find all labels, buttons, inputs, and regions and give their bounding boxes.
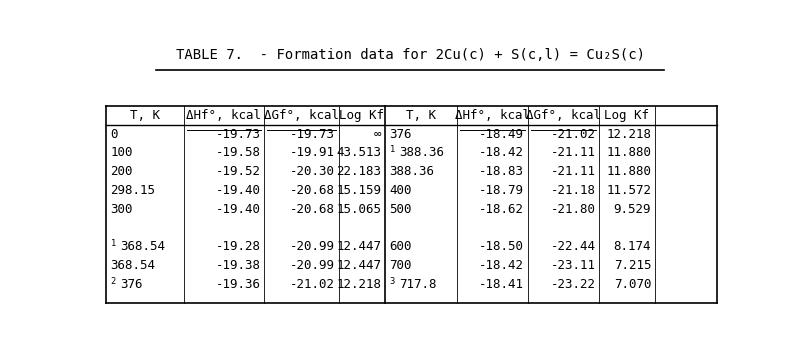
Text: 100: 100 bbox=[110, 146, 133, 159]
Text: -19.91: -19.91 bbox=[290, 146, 335, 159]
Text: -20.68: -20.68 bbox=[290, 203, 335, 216]
Text: 7.215: 7.215 bbox=[614, 259, 651, 272]
Text: 12.447: 12.447 bbox=[337, 259, 382, 272]
Text: -19.40: -19.40 bbox=[215, 184, 261, 197]
Text: 376: 376 bbox=[390, 127, 412, 141]
Text: -19.58: -19.58 bbox=[215, 146, 261, 159]
Text: -20.30: -20.30 bbox=[290, 165, 335, 178]
Text: -19.36: -19.36 bbox=[215, 278, 261, 291]
Text: -21.11: -21.11 bbox=[550, 165, 595, 178]
Text: 368.54: 368.54 bbox=[121, 240, 166, 254]
Text: -19.73: -19.73 bbox=[215, 127, 261, 141]
Text: 368.54: 368.54 bbox=[110, 259, 155, 272]
Text: 22.183: 22.183 bbox=[337, 165, 382, 178]
Text: -18.42: -18.42 bbox=[479, 259, 524, 272]
Text: -21.02: -21.02 bbox=[290, 278, 335, 291]
Text: 12.218: 12.218 bbox=[606, 127, 651, 141]
Text: -23.22: -23.22 bbox=[550, 278, 595, 291]
Text: 1: 1 bbox=[110, 239, 116, 248]
Text: T, K: T, K bbox=[130, 109, 160, 122]
Text: T, K: T, K bbox=[406, 109, 436, 122]
Text: ΔGf°, kcal: ΔGf°, kcal bbox=[526, 109, 601, 122]
Text: 600: 600 bbox=[390, 240, 412, 254]
Text: Log Kf: Log Kf bbox=[605, 109, 650, 122]
Text: 8.174: 8.174 bbox=[614, 240, 651, 254]
Text: 12.218: 12.218 bbox=[337, 278, 382, 291]
Text: -18.62: -18.62 bbox=[479, 203, 524, 216]
Text: 11.572: 11.572 bbox=[606, 184, 651, 197]
Text: 11.880: 11.880 bbox=[606, 165, 651, 178]
Text: 12.447: 12.447 bbox=[337, 240, 382, 254]
Text: -21.80: -21.80 bbox=[550, 203, 595, 216]
Text: 15.065: 15.065 bbox=[337, 203, 382, 216]
Text: 1: 1 bbox=[390, 145, 394, 154]
Text: Log Kf: Log Kf bbox=[339, 109, 385, 122]
Text: 11.880: 11.880 bbox=[606, 146, 651, 159]
Text: 298.15: 298.15 bbox=[110, 184, 155, 197]
Text: -18.42: -18.42 bbox=[479, 146, 524, 159]
Text: -20.99: -20.99 bbox=[290, 259, 335, 272]
Text: 2: 2 bbox=[110, 277, 116, 286]
Text: -20.99: -20.99 bbox=[290, 240, 335, 254]
Text: 388.36: 388.36 bbox=[399, 146, 445, 159]
Text: -18.50: -18.50 bbox=[479, 240, 524, 254]
Text: 43.513: 43.513 bbox=[337, 146, 382, 159]
Text: 700: 700 bbox=[390, 259, 412, 272]
Text: 388.36: 388.36 bbox=[390, 165, 434, 178]
Text: -19.28: -19.28 bbox=[215, 240, 261, 254]
Text: 15.159: 15.159 bbox=[337, 184, 382, 197]
Text: -18.83: -18.83 bbox=[479, 165, 524, 178]
Text: -19.52: -19.52 bbox=[215, 165, 261, 178]
Text: -23.11: -23.11 bbox=[550, 259, 595, 272]
Text: 376: 376 bbox=[121, 278, 143, 291]
Text: TABLE 7.  - Formation data for 2Cu(c) + S(c,l) = Cu₂S(c): TABLE 7. - Formation data for 2Cu(c) + S… bbox=[175, 48, 645, 62]
Text: 200: 200 bbox=[110, 165, 133, 178]
Text: -18.41: -18.41 bbox=[479, 278, 524, 291]
Text: -21.02: -21.02 bbox=[550, 127, 595, 141]
Text: 0: 0 bbox=[110, 127, 118, 141]
Text: 500: 500 bbox=[390, 203, 412, 216]
Text: -19.38: -19.38 bbox=[215, 259, 261, 272]
Text: -19.73: -19.73 bbox=[290, 127, 335, 141]
Text: ∞: ∞ bbox=[374, 127, 382, 141]
Text: ΔGf°, kcal: ΔGf°, kcal bbox=[264, 109, 339, 122]
Text: -20.68: -20.68 bbox=[290, 184, 335, 197]
Text: ΔHf°, kcal: ΔHf°, kcal bbox=[454, 109, 530, 122]
Text: -21.18: -21.18 bbox=[550, 184, 595, 197]
Text: -18.49: -18.49 bbox=[479, 127, 524, 141]
Text: -18.79: -18.79 bbox=[479, 184, 524, 197]
Text: 9.529: 9.529 bbox=[614, 203, 651, 216]
Text: 717.8: 717.8 bbox=[399, 278, 437, 291]
Text: 400: 400 bbox=[390, 184, 412, 197]
Text: 300: 300 bbox=[110, 203, 133, 216]
Text: 7.070: 7.070 bbox=[614, 278, 651, 291]
Text: -22.44: -22.44 bbox=[550, 240, 595, 254]
Text: -19.40: -19.40 bbox=[215, 203, 261, 216]
Text: ΔHf°, kcal: ΔHf°, kcal bbox=[186, 109, 262, 122]
Text: -21.11: -21.11 bbox=[550, 146, 595, 159]
Text: 3: 3 bbox=[390, 277, 394, 286]
